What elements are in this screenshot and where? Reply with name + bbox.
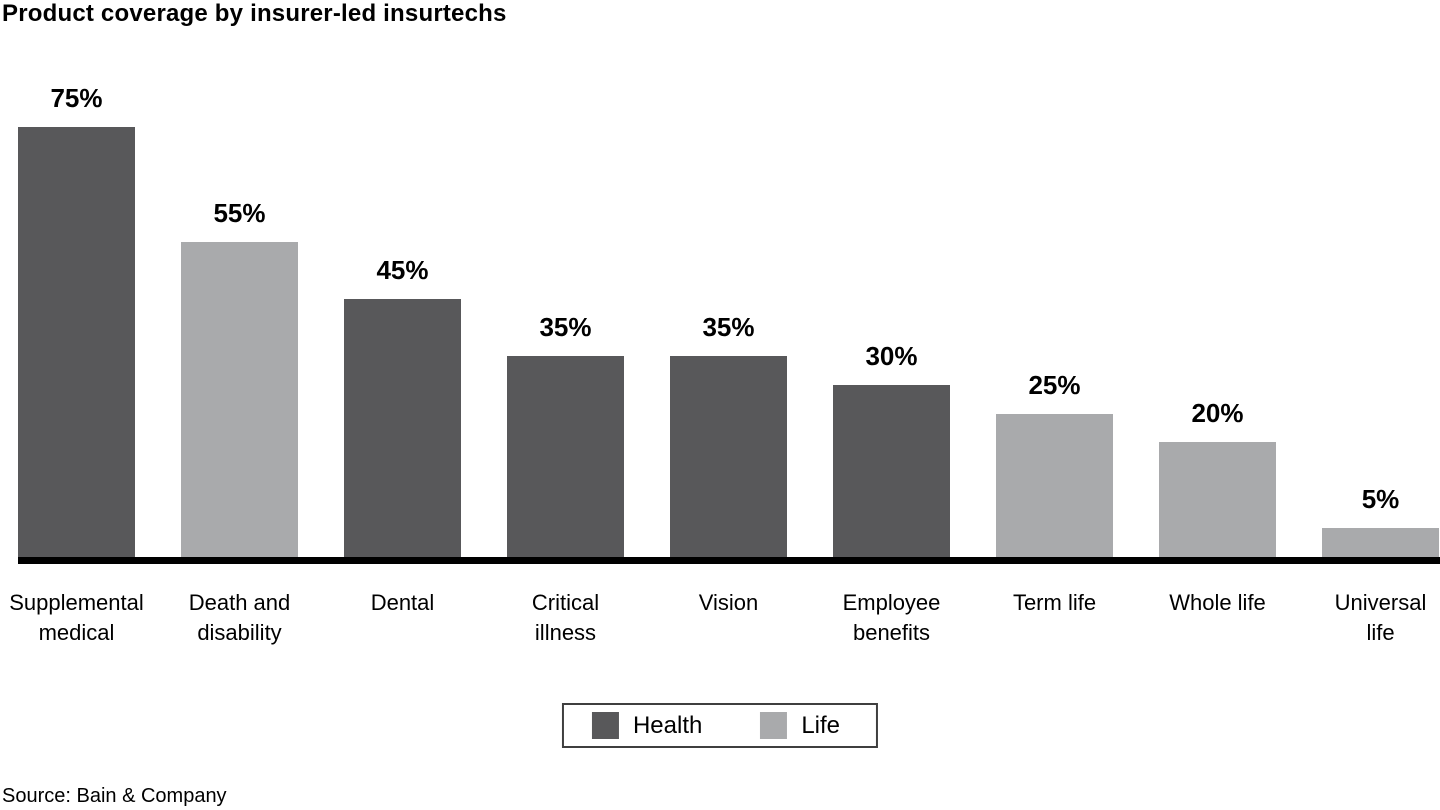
- bar-value-label: 75%: [50, 83, 103, 113]
- chart-title: Product coverage by insurer-led insurtec…: [2, 0, 507, 27]
- bar: [1159, 442, 1276, 557]
- legend: Health Life: [561, 703, 879, 748]
- legend-label-health: Health: [632, 711, 703, 739]
- bar-value-label: 30%: [865, 341, 918, 371]
- bar: [507, 356, 624, 557]
- bar: [344, 299, 461, 557]
- bar-category-label: Supplemental medical: [9, 590, 144, 645]
- bar-value-label: 35%: [702, 312, 755, 342]
- bar-category-label: Dental: [370, 590, 435, 615]
- bar: [18, 127, 135, 557]
- bar-value-label: 35%: [539, 312, 592, 342]
- bar: [670, 356, 787, 557]
- bar-value-label: 25%: [1028, 370, 1081, 400]
- bar-category-label: Whole life: [1169, 590, 1266, 615]
- bar-category-label: Term life: [1012, 590, 1097, 615]
- x-axis-line: [18, 557, 1440, 564]
- legend-item-health: Health: [591, 711, 703, 740]
- bar: [833, 385, 950, 557]
- bar-value-label: 5%: [1361, 484, 1400, 514]
- legend-swatch-health: [591, 712, 619, 739]
- bar-value-label: 45%: [376, 255, 429, 285]
- bar: [996, 414, 1113, 557]
- bar-value-label: 55%: [213, 198, 266, 228]
- bar-value-label: 20%: [1191, 398, 1244, 428]
- bar-category-label: Employee benefits: [842, 590, 941, 645]
- legend-swatch-life: [760, 712, 788, 739]
- legend-label-life: Life: [801, 711, 841, 739]
- source-note: Source: Bain & Company: [2, 785, 227, 807]
- bar: [1322, 528, 1439, 557]
- bar-category-label: Universal life: [1334, 590, 1427, 645]
- legend-item-life: Life: [760, 712, 840, 740]
- bar-category-label: Death and disability: [188, 590, 291, 645]
- bar: [181, 242, 298, 557]
- bar-category-label: Vision: [698, 590, 759, 615]
- bar-category-label: Critical illness: [531, 590, 600, 645]
